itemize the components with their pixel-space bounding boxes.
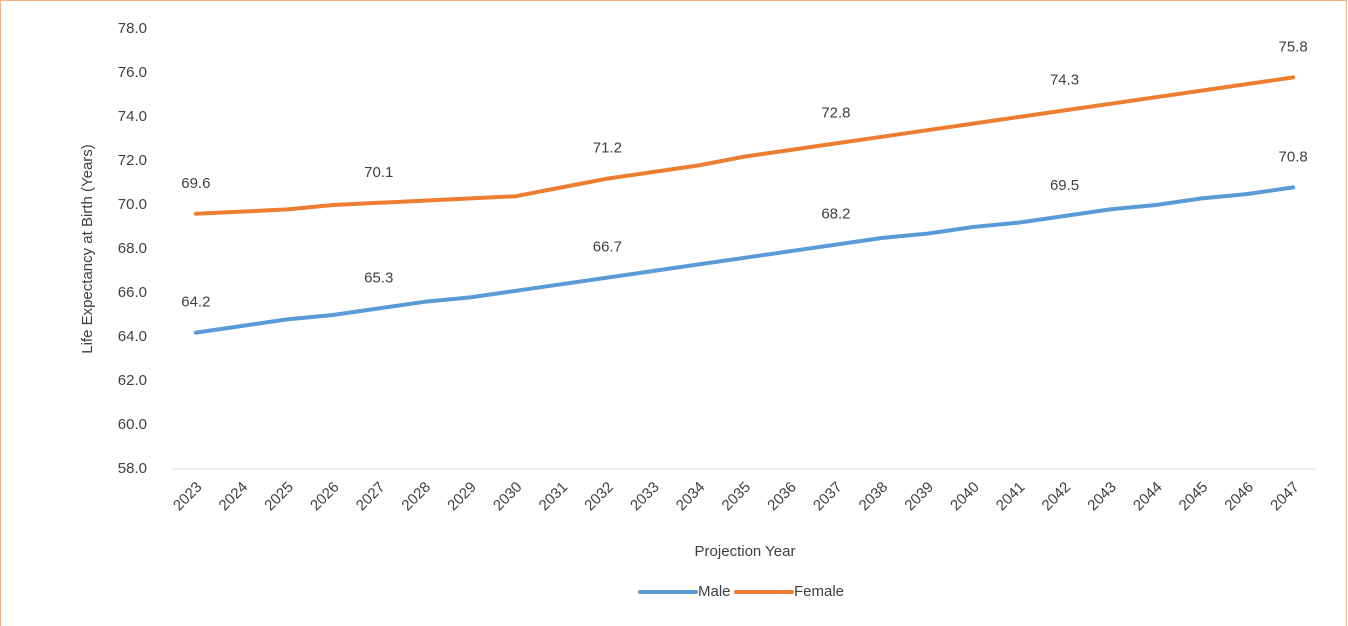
legend-label: Male <box>698 583 731 600</box>
x-tick-label: 2023 <box>170 479 206 515</box>
y-tick-label: 78.0 <box>118 20 147 37</box>
data-label: 70.1 <box>364 164 393 181</box>
data-label: 70.8 <box>1279 148 1308 165</box>
data-label: 71.2 <box>593 140 622 157</box>
x-tick-label: 2034 <box>673 479 709 515</box>
y-tick-label: 58.0 <box>118 460 147 477</box>
y-tick-label: 62.0 <box>118 372 147 389</box>
y-tick-label: 72.0 <box>118 152 147 169</box>
x-tick-label: 2043 <box>1084 479 1120 515</box>
data-label: 75.8 <box>1279 38 1308 55</box>
x-tick-label: 2047 <box>1267 479 1303 515</box>
x-tick-label: 2036 <box>764 479 800 515</box>
y-tick-label: 76.0 <box>118 64 147 81</box>
x-tick-label: 2033 <box>627 479 663 515</box>
x-tick-label: 2044 <box>1130 479 1166 515</box>
series-line <box>193 75 1296 216</box>
x-tick-label: 2040 <box>947 479 983 515</box>
data-label: 74.3 <box>1050 71 1079 88</box>
data-label: 65.3 <box>364 269 393 286</box>
data-label: 69.6 <box>181 175 210 192</box>
x-tick-label: 2045 <box>1176 479 1212 515</box>
x-tick-label: 2038 <box>856 479 892 515</box>
x-tick-label: 2030 <box>490 479 526 515</box>
data-label: 64.2 <box>181 294 210 311</box>
y-tick-label: 70.0 <box>118 196 147 213</box>
y-axis-title: Life Expectancy at Birth (Years) <box>79 144 96 354</box>
x-tick-label: 2028 <box>398 479 434 515</box>
x-tick-label: 2041 <box>993 479 1029 515</box>
y-tick-label: 66.0 <box>118 284 147 301</box>
y-tick-label: 64.0 <box>118 328 147 345</box>
x-tick-label: 2037 <box>810 479 846 515</box>
y-tick-label: 74.0 <box>118 108 147 125</box>
x-tick-label: 2042 <box>1039 479 1075 515</box>
x-tick-label: 2024 <box>216 479 252 515</box>
x-tick-label: 2027 <box>353 479 389 515</box>
legend-label: Female <box>794 583 844 600</box>
x-tick-label: 2031 <box>536 479 572 515</box>
x-tick-label: 2039 <box>901 479 937 515</box>
x-tick-label: 2029 <box>444 479 480 515</box>
x-tick-label: 2026 <box>307 479 343 515</box>
data-label: 69.5 <box>1050 177 1079 194</box>
data-label: 66.7 <box>593 239 622 256</box>
x-tick-label: 2032 <box>581 479 617 515</box>
y-tick-label: 68.0 <box>118 240 147 257</box>
data-label: 68.2 <box>821 206 850 223</box>
x-tick-label: 2035 <box>719 479 755 515</box>
data-label: 72.8 <box>821 104 850 121</box>
series-line <box>193 185 1296 335</box>
y-tick-label: 60.0 <box>118 416 147 433</box>
x-tick-label: 2046 <box>1221 479 1257 515</box>
x-axis-title: Projection Year <box>695 543 796 560</box>
x-tick-label: 2025 <box>261 479 297 515</box>
